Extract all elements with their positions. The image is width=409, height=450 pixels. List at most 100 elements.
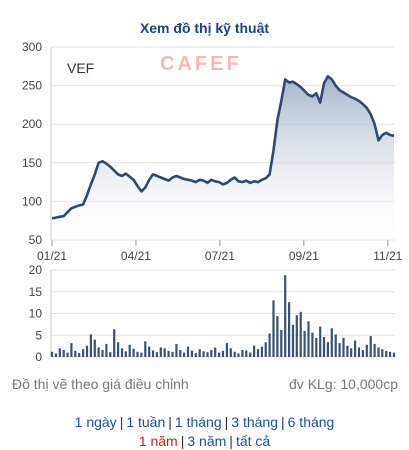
volume-bar: [218, 352, 221, 357]
x-axis: 01/21 04/21 07/21 09/21 11/21: [37, 240, 403, 263]
price-tick-label: 300: [22, 40, 42, 54]
volume-y-axis: 20 15 10 5 0: [29, 263, 43, 364]
range-all-link[interactable]: tất cả: [235, 433, 271, 449]
volume-bar: [299, 311, 302, 357]
widget-title: Xem đồ thị kỹ thuật: [139, 20, 270, 36]
range-1-year-link[interactable]: 1 năm: [138, 433, 178, 449]
x-tick-label: 04/21: [121, 249, 151, 263]
volume-bars: [50, 275, 396, 357]
volume-bar: [253, 345, 256, 357]
volume-bar: [350, 348, 353, 357]
volume-bar: [326, 342, 329, 357]
volume-bar: [136, 351, 139, 357]
volume-bar: [50, 351, 54, 357]
range-3-month-link[interactable]: 3 tháng: [231, 414, 278, 430]
volume-bar: [338, 343, 341, 357]
x-tick-label: 09/21: [289, 249, 319, 263]
volume-bar: [124, 351, 127, 357]
volume-bar: [229, 348, 232, 357]
volume-bar: [62, 350, 65, 357]
volume-bar: [74, 350, 77, 357]
volume-bar: [303, 330, 306, 357]
price-y-axis: 300 250 200 150 100 50: [22, 40, 42, 247]
range-6-month-link[interactable]: 6 tháng: [287, 414, 335, 430]
volume-bar: [82, 349, 85, 357]
volume-bar: [288, 302, 291, 357]
volume-bar: [206, 352, 209, 357]
volume-bar: [120, 348, 124, 357]
volume-bar: [85, 345, 89, 357]
volume-bar: [268, 333, 271, 357]
volume-bar: [144, 341, 147, 357]
cafef-watermark: CAFEF: [160, 53, 242, 75]
volume-bar: [264, 342, 267, 357]
volume-bar: [381, 349, 384, 357]
price-tick-label: 250: [22, 79, 42, 93]
volume-tick-label: 20: [29, 263, 43, 277]
volume-bar: [113, 329, 116, 357]
range-row-2: 1 năm | 3 năm | tất cả: [0, 433, 409, 449]
volume-bar: [256, 349, 260, 357]
range-1-day-link[interactable]: 1 ngày: [74, 414, 117, 430]
separator: |: [229, 433, 233, 449]
price-tick-label: 150: [22, 156, 42, 170]
separator: |: [224, 414, 229, 430]
volume-bar: [334, 334, 337, 357]
price-tick-label: 200: [22, 117, 42, 131]
volume-bar: [186, 346, 190, 357]
volume-bar: [357, 347, 361, 357]
volume-bar: [280, 330, 283, 357]
range-3-year-link[interactable]: 3 năm: [187, 433, 227, 449]
volume-bar: [373, 343, 376, 357]
volume-bar: [163, 348, 166, 357]
volume-bar: [198, 349, 201, 357]
volume-bar: [70, 343, 73, 357]
range-1-month-link[interactable]: 1 tháng: [174, 414, 222, 430]
volume-bar: [179, 350, 182, 357]
price-area: [52, 76, 394, 240]
volume-bar: [377, 347, 380, 357]
volume-bar: [54, 353, 57, 357]
separator: |: [168, 414, 172, 430]
volume-bar: [221, 350, 225, 357]
volume-bar: [66, 352, 69, 357]
volume-tick-label: 0: [35, 350, 42, 364]
volume-bar: [276, 316, 279, 357]
price-tick-label: 50: [29, 233, 43, 247]
x-tick-label: 07/21: [205, 249, 235, 263]
volume-bar: [167, 350, 170, 357]
volume-bar: [315, 337, 318, 357]
separator: |: [280, 414, 285, 430]
volume-tick-label: 10: [29, 307, 43, 321]
volume-bar: [284, 275, 287, 357]
volume-bar: [307, 321, 310, 357]
volume-bar: [295, 315, 298, 357]
volume-bar: [214, 347, 217, 357]
volume-bar: [233, 351, 236, 357]
volume-bar: [159, 347, 162, 357]
x-tick-label: 11/21: [373, 249, 402, 263]
volume-bar: [132, 348, 135, 357]
volume-tick-label: 15: [29, 285, 43, 299]
volume-bar: [210, 350, 213, 357]
volume-bar: [392, 352, 396, 357]
volume-bar: [190, 350, 193, 357]
volume-bar: [365, 344, 368, 357]
volume-bar: [148, 346, 151, 357]
volume-bar: [194, 353, 197, 357]
separator: |: [119, 414, 124, 430]
volume-bar: [89, 334, 92, 357]
volume-bar: [272, 300, 275, 357]
volume-bar: [171, 351, 174, 357]
volume-bar: [140, 352, 143, 357]
volume-bar: [128, 344, 131, 357]
volume-bar: [385, 350, 388, 357]
separator: |: [180, 433, 185, 449]
volume-bar: [322, 337, 326, 357]
range-row-1: 1 ngày | 1 tuần | 1 tháng | 3 tháng | 6 tháng: [0, 414, 409, 430]
volume-bar: [319, 326, 322, 357]
price-tick-label: 100: [22, 194, 42, 208]
range-1-week-link[interactable]: 1 tuần: [126, 414, 166, 430]
adjusted-price-note: Đồ thị vẽ theo giá điều chỉnh: [12, 376, 189, 392]
